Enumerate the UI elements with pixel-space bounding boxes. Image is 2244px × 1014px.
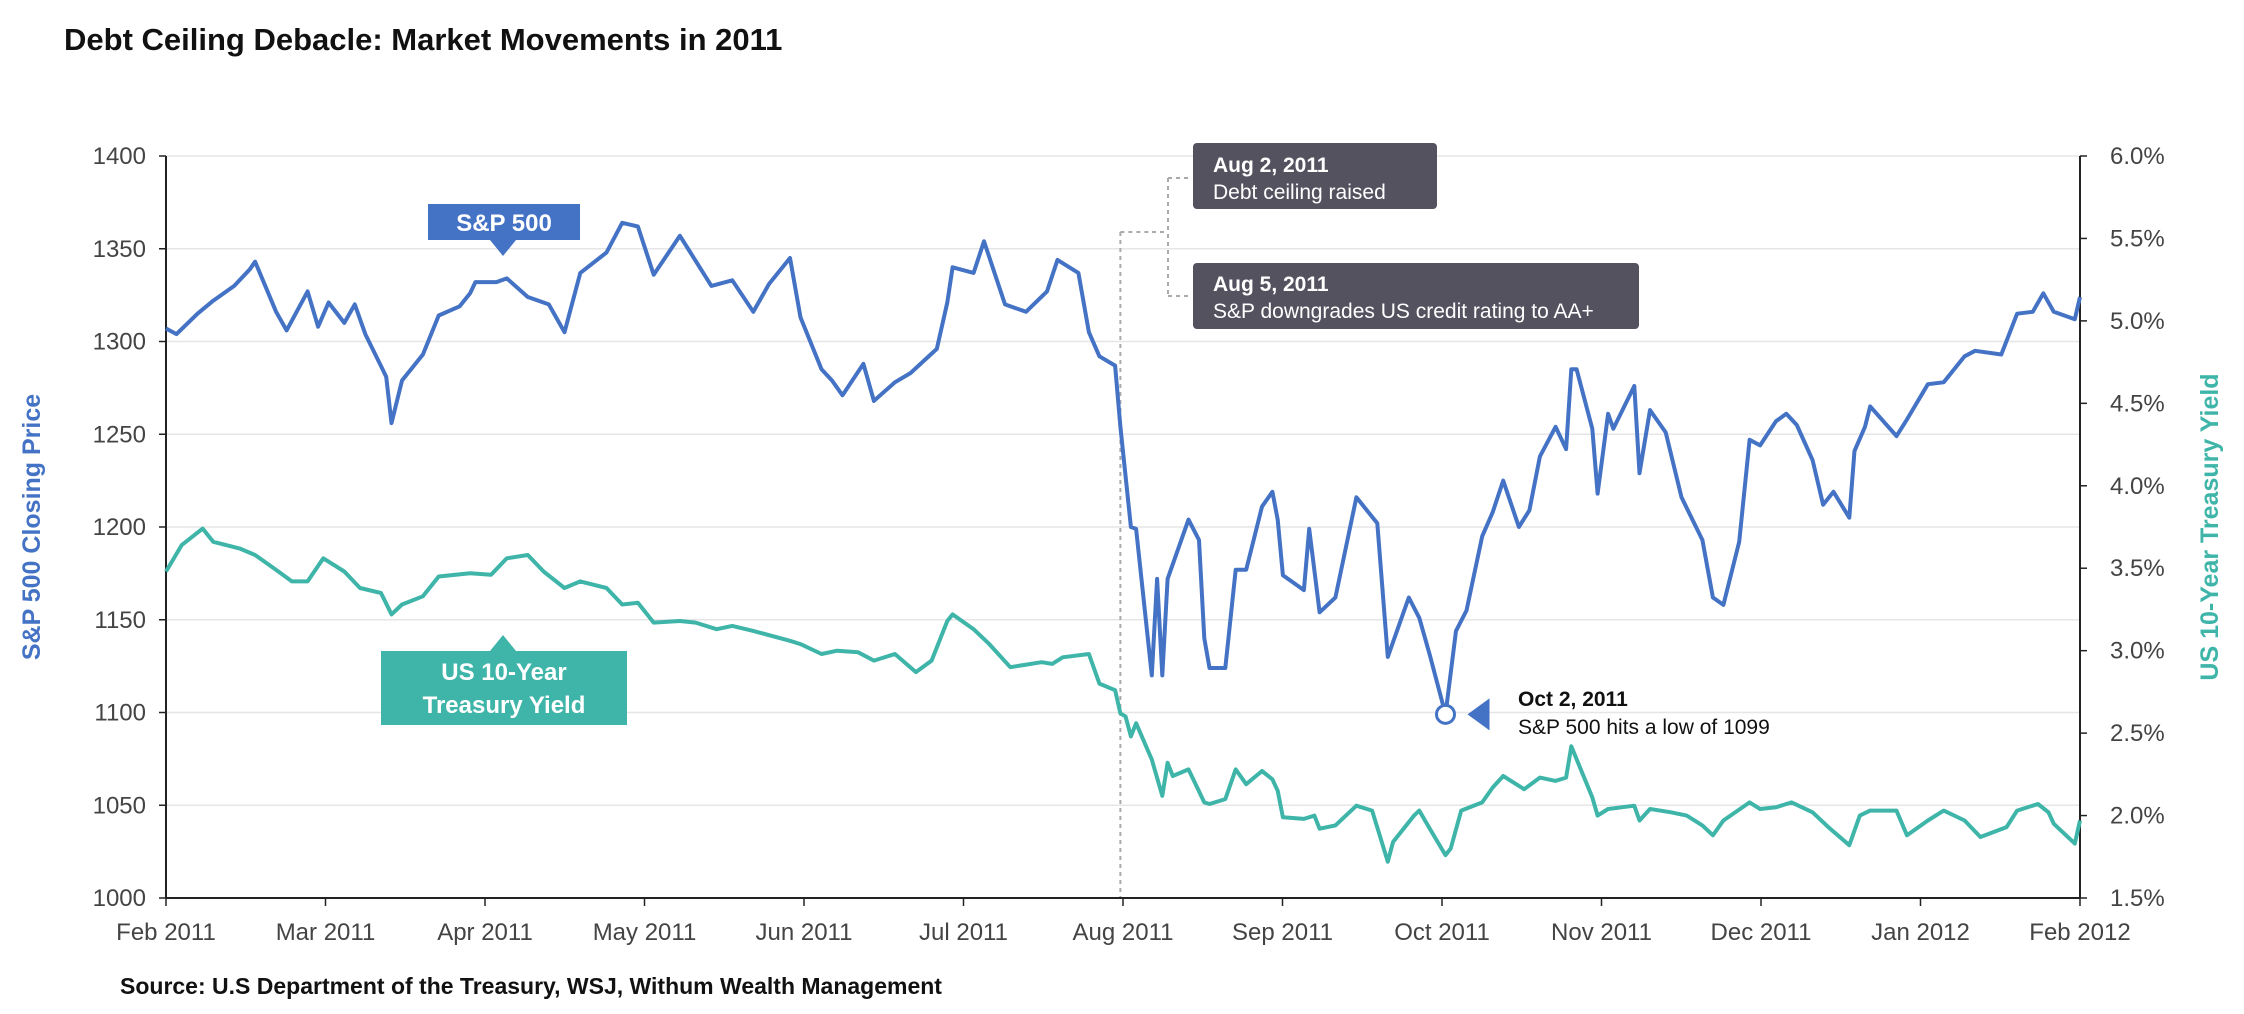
annotation-credit-downgrade: Aug 5, 2011 S&P downgrades US credit rat… — [1193, 263, 1639, 329]
annotation-text: Debt ceiling raised — [1213, 181, 1386, 204]
annotation-box — [1193, 263, 1639, 329]
sp500-low-marker — [1434, 703, 1456, 725]
right-tick-label: 6.0% — [2110, 143, 2165, 170]
x-tick-label: Aug 2011 — [1073, 919, 1174, 946]
left-tick-label: 1200 — [93, 514, 146, 541]
x-tick-label: May 2011 — [593, 919, 697, 946]
yield-label-pointer — [490, 635, 516, 651]
sp500-label-pointer — [490, 240, 516, 256]
right-tick-label: 2.0% — [2110, 803, 2165, 830]
x-tick-label: Jan 2012 — [1871, 919, 1970, 946]
right-tick-label: 5.5% — [2110, 225, 2165, 252]
left-tick-label: 1150 — [94, 607, 146, 634]
left-tick-label: 1250 — [93, 421, 146, 448]
x-tick-label: Nov 2011 — [1551, 919, 1652, 946]
yield-label-text-line2: Treasury Yield — [423, 692, 586, 719]
sp500-label-box — [428, 204, 580, 240]
yield-label-text-line1: US 10-Year — [441, 659, 566, 686]
x-tick-label: Apr 2011 — [437, 919, 533, 946]
annotation-text: S&P 500 hits a low of 1099 — [1518, 716, 1770, 739]
left-axis-title: S&P 500 Closing Price — [18, 394, 46, 660]
x-tick-label: Feb 2012 — [2029, 919, 2130, 946]
right-tick-label: 5.0% — [2110, 308, 2165, 335]
x-tick-label: Mar 2011 — [276, 919, 376, 946]
left-tick-label: 1300 — [93, 329, 146, 356]
right-tick-label: 3.5% — [2110, 555, 2165, 582]
right-tick-label: 2.5% — [2110, 720, 2165, 747]
chart-source: Source: U.S Department of the Treasury, … — [120, 973, 942, 999]
left-tick-label: 1050 — [93, 792, 146, 819]
x-tick-label: Feb 2011 — [116, 919, 216, 946]
series-line-sp500 — [165, 220, 2082, 717]
left-tick-label: 1350 — [93, 236, 146, 263]
annotation-box — [1193, 143, 1437, 209]
right-axis-title: US 10-Year Treasury Yield — [2196, 373, 2224, 680]
left-tick-label: 1000 — [93, 885, 146, 912]
yield-label-box — [381, 651, 627, 725]
annotation-bracket — [1120, 177, 1190, 297]
chart-title: Debt Ceiling Debacle: Market Movements i… — [64, 22, 783, 57]
x-tick-label: Oct 2011 — [1394, 919, 1490, 946]
left-tick-label: 1100 — [94, 700, 146, 727]
right-tick-label: 3.0% — [2110, 638, 2165, 665]
x-axis-ticks: Feb 2011 Mar 2011 Apr 2011 May 2011 Jun 2011… — [116, 898, 2131, 946]
sp500-label-text: S&P 500 — [456, 210, 552, 237]
series-line-treasury-yield — [164, 526, 2082, 864]
sp500-series-label: S&P 500 — [428, 204, 580, 256]
sp500-low-pointer — [1467, 698, 1490, 731]
annotation-date: Oct 2, 2011 — [1518, 688, 1628, 711]
right-tick-label: 4.0% — [2110, 473, 2165, 500]
yield-series-label: US 10-Year Treasury Yield — [381, 635, 627, 725]
x-tick-label: Jun 2011 — [756, 919, 853, 946]
x-tick-label: Jul 2011 — [919, 919, 1008, 946]
right-axis-ticks: 1.5% 2.0% 2.5% 3.0% 3.5% 4.0% 4.5% 5.0% 5.5% 6.0% — [2110, 143, 2165, 912]
annotation-text: S&P downgrades US credit rating to AA+ — [1213, 300, 1594, 323]
x-tick-label: Dec 2011 — [1711, 919, 1812, 946]
annotation-date: Aug 2, 2011 — [1213, 154, 1329, 177]
x-tick-label: Sep 2011 — [1232, 919, 1333, 946]
right-tick-label: 1.5% — [2110, 885, 2165, 912]
annotation-debt-ceiling-raised: Aug 2, 2011 Debt ceiling raised — [1193, 143, 1437, 209]
left-tick-label: 1400 — [93, 143, 146, 170]
annotation-sp500-low: Oct 2, 2011 S&P 500 hits a low of 1099 — [1434, 688, 1770, 739]
right-tick-label: 4.5% — [2110, 390, 2165, 417]
left-axis-ticks: 1000 1050 1100 1150 1200 1250 1300 1350 1400 — [93, 143, 146, 912]
annotation-date: Aug 5, 2011 — [1213, 273, 1329, 296]
